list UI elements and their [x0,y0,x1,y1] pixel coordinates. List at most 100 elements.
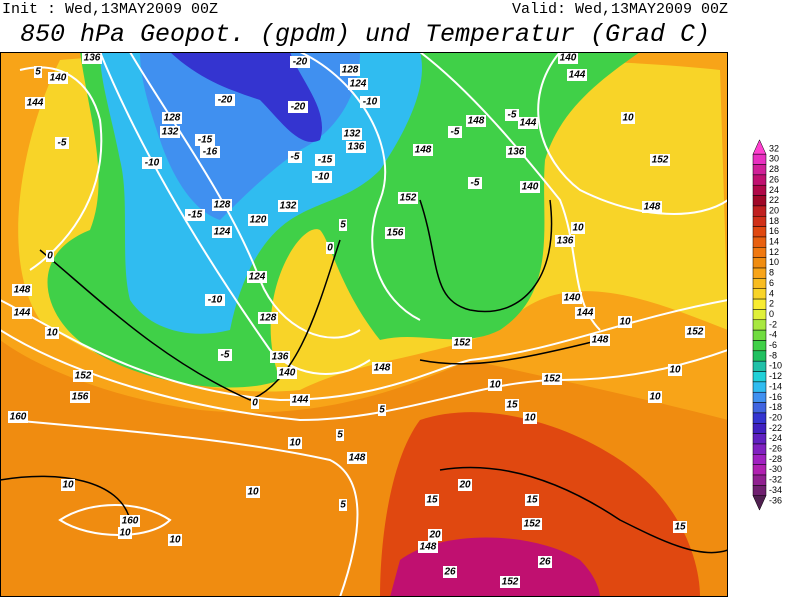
colorbar-box [752,464,767,476]
contour-label-box [525,494,539,506]
colorbar-end [752,495,767,511]
contour-label: 5 [379,405,385,416]
contour-label: 152 [544,374,561,385]
colorbar-label: 2 [769,299,774,309]
contour-label: 140 [560,53,577,64]
contour-label: 144 [27,98,44,109]
colorbar-label: 22 [769,195,779,205]
colorbar-box [752,423,767,434]
colorbar-label: -28 [769,454,782,464]
map-title: 850 hPa Geopot. (gpdm) und Temperatur (G… [20,20,710,49]
contour-label: 20 [428,530,441,541]
contour-label: -5 [451,127,460,138]
colorbar-box [752,443,767,455]
colorbar-label: -32 [769,475,782,485]
contour-label: 148 [374,363,391,374]
contour-label-box [542,373,562,385]
colorbar-label: 4 [769,288,774,298]
contour-label-box [200,146,220,158]
colorbar-box [752,350,767,362]
contour-labels: 136 140 144 5 -5 132 128 -10 -15 128 124 120 132 -20 1… [8,52,705,588]
contour-label-box [168,534,182,546]
contour-label: 124 [350,79,367,90]
contour-label: 10 [649,392,661,403]
contour-label-box [142,157,162,169]
contour-label-box [685,326,705,338]
colorbar-label: 0 [769,309,774,319]
contour-label: 10 [169,535,181,546]
contour-label-box [621,112,635,124]
colorbar-label: 18 [769,216,779,226]
contour-label-box [118,527,132,539]
contour-label: 152 [652,155,669,166]
contour-label: 132 [280,201,297,212]
contour-label: 128 [260,313,277,324]
contour-label-box [378,404,386,416]
contour-label-box [488,379,502,391]
contour-label: 136 [84,53,101,64]
contour-label: 136 [348,142,365,153]
contour-label-box [326,242,334,254]
colorbar-label: -14 [769,381,782,391]
colorbar-box [752,267,767,279]
contour-label: 128 [164,113,181,124]
contour-label-box [360,96,380,108]
contour-label: 152 [75,371,92,382]
contour-label: 26 [443,567,456,578]
contour-label: -10 [315,172,330,183]
colorbar-label: -4 [769,330,777,340]
contour-label: 5 [340,500,346,511]
colorbar-box [752,319,767,331]
contour-label: 10 [669,365,681,376]
contour-label-box [562,292,582,304]
contour-label: 152 [400,193,417,204]
contour-label-box [520,181,540,193]
contour-label-box [12,307,32,319]
colorbar-box [752,205,767,217]
contour-label-box [522,518,542,530]
contour-label: -5 [291,152,300,163]
colorbar-label: -20 [769,412,782,422]
contour-label: 148 [468,116,485,127]
contour-label: 152 [687,327,704,338]
contour-label: 128 [342,65,359,76]
contour-label: 15 [526,495,538,506]
contour-label: 5 [35,67,41,78]
contour-label-box [347,452,367,464]
contour-label-box [120,515,140,527]
contour-label-box [505,399,519,411]
init-time: Init : Wed,13MAY2009 00Z [2,1,218,18]
contour-label-box [336,429,344,441]
contour-label-box [458,479,472,491]
contour-label-box [288,437,302,449]
contour-label-box [288,151,302,163]
colorbar-label: 16 [769,226,779,236]
contour-label-box [428,529,442,541]
contour-label: -20 [218,95,233,106]
contour-label-box [590,334,610,346]
colorbar-label: -8 [769,350,777,360]
contour-label: 140 [50,73,67,84]
contour-label-box [8,411,28,423]
contour-label: 128 [214,200,231,211]
colorbar-label: -6 [769,340,777,350]
colorbar-label: -16 [769,392,782,402]
colorbar-box [752,226,767,238]
contour-label: 140 [279,368,296,379]
colorbar-label: 14 [769,237,779,247]
colorbar-box [752,433,767,445]
contour-label-box [205,294,225,306]
colorbar-box [752,216,767,227]
contour-label-box [468,177,482,189]
contour-label: 148 [420,542,437,553]
contour-label-box [251,397,259,409]
contour-label-box [650,154,670,166]
contour-label: 156 [387,228,404,239]
colorbar-label: -34 [769,485,782,495]
contour-label-box [45,327,59,339]
colorbar-label: -22 [769,423,782,433]
contour-label-box [185,209,205,221]
contour-label-box [518,117,538,129]
contour-label: 144 [577,308,594,319]
